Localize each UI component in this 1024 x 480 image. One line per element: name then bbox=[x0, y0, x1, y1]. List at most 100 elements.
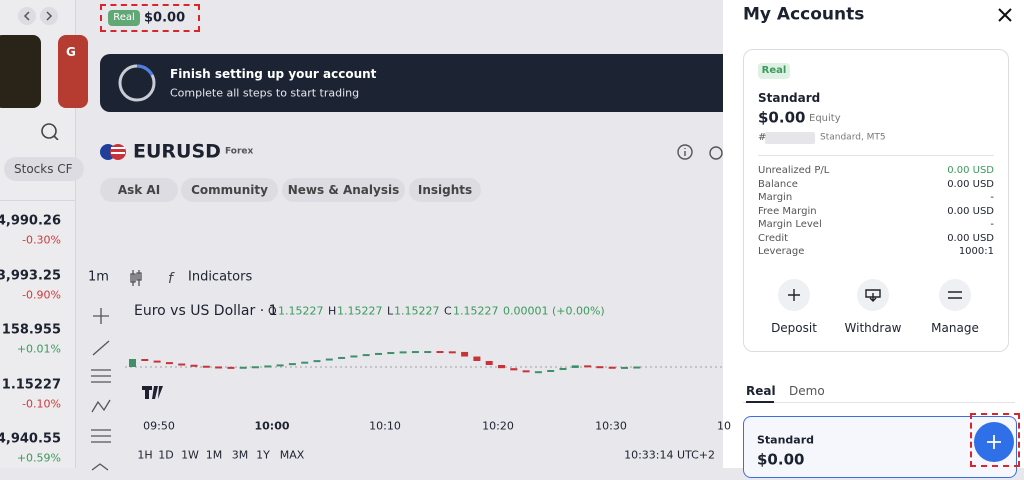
card-divider bbox=[758, 155, 994, 156]
account-name: Standard bbox=[758, 91, 821, 105]
row-label: Margin bbox=[758, 192, 793, 203]
candle bbox=[215, 366, 223, 369]
indicators: Indicators bbox=[188, 269, 253, 285]
x-label: 09:50 bbox=[143, 419, 175, 433]
ohlc-label: H bbox=[328, 304, 337, 318]
row-label: Margin Level bbox=[758, 219, 822, 230]
server: Standard, MT5 bbox=[820, 132, 886, 143]
candle bbox=[141, 359, 149, 361]
tab[interactable] bbox=[181, 178, 278, 202]
candle bbox=[227, 366, 235, 369]
symbol: EURUSD bbox=[133, 140, 221, 163]
candle bbox=[387, 352, 395, 355]
candle-chart bbox=[125, 351, 725, 374]
sidebar-tab[interactable] bbox=[4, 157, 84, 181]
candle bbox=[399, 351, 407, 354]
add-account-button[interactable] bbox=[972, 420, 1016, 464]
candle bbox=[498, 364, 505, 369]
price: 24,940.55 bbox=[0, 431, 61, 447]
candle bbox=[411, 351, 419, 354]
action-label: Deposit bbox=[771, 321, 817, 335]
price: 158.955 bbox=[1, 322, 61, 338]
range-button: 1H bbox=[137, 448, 153, 462]
account-card bbox=[743, 49, 1009, 352]
banner-title: Finish setting up your account bbox=[170, 67, 377, 81]
equity: $0.00 bbox=[758, 108, 806, 127]
range-button: 1M bbox=[205, 448, 223, 462]
toolbar-icons[interactable]: f bbox=[128, 268, 178, 288]
price-change: -0.30% bbox=[22, 233, 61, 247]
panel-title: My Accounts bbox=[743, 4, 865, 25]
candle bbox=[264, 365, 272, 368]
candle bbox=[288, 363, 296, 366]
action-icon bbox=[788, 289, 800, 301]
row-value: - bbox=[990, 192, 994, 203]
highlight-box bbox=[100, 4, 200, 32]
instrument-icons[interactable] bbox=[676, 143, 726, 163]
candle bbox=[424, 351, 432, 354]
candle bbox=[153, 360, 161, 363]
equity-label: Equity bbox=[809, 113, 841, 124]
price: 4,990.26 bbox=[0, 213, 61, 229]
row-value: - bbox=[990, 219, 994, 230]
ohlc-value: 1.15227 bbox=[278, 304, 324, 318]
candle bbox=[325, 358, 333, 361]
banner-subtitle: Complete all steps to start trading bbox=[170, 86, 360, 100]
price-change: -0.10% bbox=[22, 397, 61, 410]
range-button: 1Y bbox=[256, 448, 270, 462]
action-button[interactable] bbox=[939, 279, 971, 311]
account-badge-text: Real bbox=[113, 12, 135, 23]
range-button: 1W bbox=[181, 448, 199, 462]
candle bbox=[522, 370, 530, 373]
candle bbox=[461, 351, 469, 357]
tabs-divider bbox=[743, 402, 1015, 403]
candle bbox=[485, 361, 493, 365]
account-badge[interactable] bbox=[108, 10, 140, 26]
card-image bbox=[58, 35, 88, 108]
tab[interactable] bbox=[100, 178, 178, 202]
candle bbox=[362, 354, 370, 357]
price-change: +0.01% bbox=[16, 342, 61, 356]
svg-text:f: f bbox=[168, 271, 175, 287]
timeframe: 1m bbox=[88, 269, 109, 285]
row-value: 0.00 USD bbox=[947, 165, 994, 176]
ohlc-value: 1.15227 bbox=[394, 304, 440, 318]
progress-ring bbox=[118, 64, 156, 102]
banner[interactable] bbox=[100, 54, 740, 112]
price: 73,993.25 bbox=[0, 268, 61, 283]
tab-text: Insights bbox=[417, 183, 473, 197]
highlight-box bbox=[970, 413, 1020, 467]
number-prefix: # bbox=[758, 132, 767, 143]
action-icon bbox=[948, 291, 962, 299]
x-label: 10 bbox=[717, 419, 731, 433]
candle bbox=[165, 362, 173, 365]
ohlc-label: C bbox=[444, 304, 452, 318]
x-label: 10:30 bbox=[595, 419, 627, 433]
ohlc-label: L bbox=[387, 304, 394, 318]
clock: 10:33:14 UTC+2 bbox=[624, 448, 715, 462]
chart-legend: Euro vs US Dollar · 1 bbox=[134, 303, 278, 319]
tab-underline bbox=[746, 401, 774, 403]
range-button: 1D bbox=[158, 448, 174, 462]
ohlc-label: O bbox=[268, 304, 277, 318]
ohlc-value: 1.15227 bbox=[337, 304, 383, 318]
panel-tab: Demo bbox=[789, 384, 825, 398]
balance: $0.00 bbox=[144, 10, 186, 26]
candle bbox=[301, 361, 309, 364]
close-button[interactable] bbox=[995, 5, 1015, 25]
action-icon bbox=[865, 289, 881, 302]
tab[interactable] bbox=[282, 178, 405, 202]
candle bbox=[473, 356, 481, 362]
row-label: Credit bbox=[758, 232, 789, 244]
candle bbox=[129, 359, 136, 367]
ohlc-value: 1.15227 bbox=[453, 304, 499, 318]
tab[interactable] bbox=[409, 178, 481, 202]
row-value: 0.00 USD bbox=[947, 178, 994, 190]
price-change: -0.90% bbox=[22, 288, 61, 301]
row-label: Balance bbox=[758, 178, 798, 190]
row-value: 0.00 USD bbox=[947, 205, 994, 217]
x-label: 10:10 bbox=[369, 419, 401, 433]
x-label: 10:00 bbox=[254, 419, 290, 433]
range-button: 3M bbox=[231, 448, 249, 462]
candle bbox=[178, 363, 186, 366]
